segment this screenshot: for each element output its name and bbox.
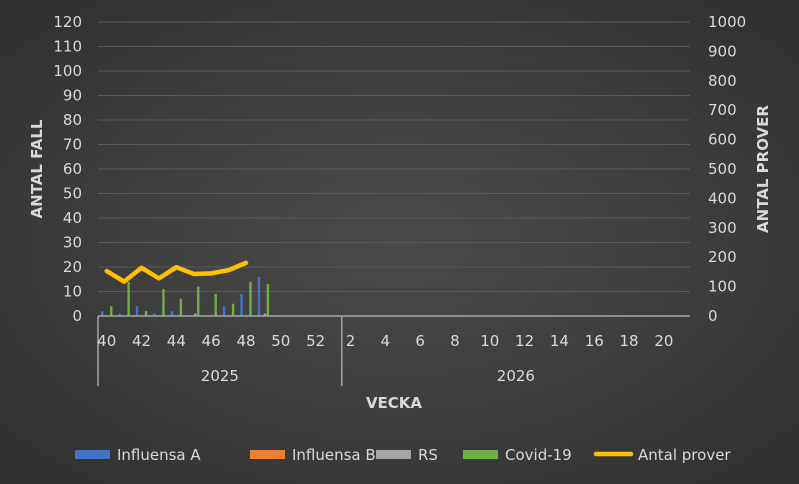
right-axis-ticks: 0 100 200 300 400 500 600 700 800 900 1000: [708, 13, 746, 325]
x-tick-label: 6: [415, 332, 425, 350]
bar-covid-19: [144, 311, 148, 316]
left-tick-label: 0: [72, 307, 82, 325]
x-tick-label: 4: [381, 332, 391, 350]
right-tick-label: 400: [708, 189, 737, 207]
gridlines: [98, 21, 690, 292]
right-tick-label: 1000: [708, 13, 746, 31]
x-tick-label: 10: [480, 332, 499, 350]
bar-rs: [194, 313, 197, 316]
bar-covid-19: [214, 293, 217, 316]
left-tick-label: 40: [63, 209, 82, 227]
right-tick-label: 700: [708, 101, 737, 119]
right-axis-title: ANTAL PROVER: [754, 105, 772, 233]
bar-covid-19: [127, 281, 130, 316]
x-tick-label: 18: [620, 332, 639, 350]
bar-influensa-a: [257, 276, 261, 316]
left-tick-label: 30: [63, 234, 82, 252]
bar-influensa-a: [135, 306, 139, 316]
bar-covid-19: [110, 306, 113, 316]
bar-influensa-a: [153, 313, 156, 316]
line-antal-prover: [104, 260, 249, 284]
line-series: [104, 260, 249, 284]
right-tick-label: 0: [708, 307, 718, 325]
left-tick-label: 60: [63, 160, 82, 178]
bars: [101, 276, 270, 316]
x-tick-label: 50: [271, 332, 290, 350]
left-tick-label: 90: [63, 87, 82, 105]
legend-swatch: [376, 450, 411, 459]
legend-swatch: [250, 450, 285, 459]
bar-influensa-a: [240, 293, 243, 316]
right-tick-label: 600: [708, 131, 737, 149]
left-tick-label: 110: [53, 38, 82, 56]
year-label: 2025: [201, 367, 239, 385]
legend-label: RS: [418, 446, 438, 464]
x-tick-label: 20: [654, 332, 673, 350]
x-tick-label: 44: [167, 332, 186, 350]
left-axis-title: ANTAL FALL: [28, 119, 46, 218]
legend-swatch: [75, 450, 110, 459]
legend: Influensa A Influensa B RS Covid-19 Antal pr…: [75, 446, 731, 464]
left-axis-ticks: 0 10 20 30 40 50 60 70 80 90 100 110 120: [53, 13, 82, 325]
legend-label: Influensa B: [292, 446, 376, 464]
right-tick-label: 200: [708, 248, 737, 266]
bar-influensa-a: [170, 311, 174, 316]
left-tick-label: 20: [63, 258, 82, 276]
x-tick-label: 14: [550, 332, 569, 350]
right-tick-label: 300: [708, 219, 737, 237]
right-tick-label: 500: [708, 160, 737, 178]
left-tick-label: 100: [53, 62, 82, 80]
bar-covid-19: [197, 286, 200, 316]
x-tick-label: 48: [236, 332, 255, 350]
bar-covid-19: [266, 284, 270, 316]
legend-swatch: [463, 450, 498, 459]
bar-influensa-a: [118, 313, 121, 316]
year-label: 2026: [497, 367, 535, 385]
bar-rs: [263, 313, 267, 316]
x-tick-label: 40: [97, 332, 116, 350]
right-tick-label: 100: [708, 278, 737, 296]
right-tick-label: 800: [708, 72, 737, 90]
right-tick-label: 900: [708, 42, 737, 60]
x-tick-label: 16: [585, 332, 604, 350]
legend-label: Antal prover: [638, 446, 731, 464]
x-axis-title: VECKA: [366, 394, 422, 412]
left-tick-label: 80: [63, 111, 82, 129]
x-tick-label: 2: [346, 332, 356, 350]
left-tick-label: 50: [63, 185, 82, 203]
x-tick-label: 42: [132, 332, 151, 350]
bar-covid-19: [231, 303, 235, 316]
bar-covid-19: [179, 298, 183, 316]
bar-covid-19: [249, 281, 252, 316]
bar-covid-19: [162, 289, 165, 316]
left-tick-label: 120: [53, 13, 82, 31]
bar-influensa-a: [101, 311, 104, 316]
x-tick-label: 46: [202, 332, 221, 350]
x-tick-label: 52: [306, 332, 325, 350]
legend-label: Influensa A: [117, 446, 201, 464]
legend-label: Covid-19: [505, 446, 572, 464]
x-tick-label: 8: [450, 332, 460, 350]
left-tick-label: 10: [63, 283, 82, 301]
left-tick-label: 70: [63, 136, 82, 154]
bar-influensa-a: [222, 306, 226, 316]
x-tick-label: 12: [515, 332, 534, 350]
